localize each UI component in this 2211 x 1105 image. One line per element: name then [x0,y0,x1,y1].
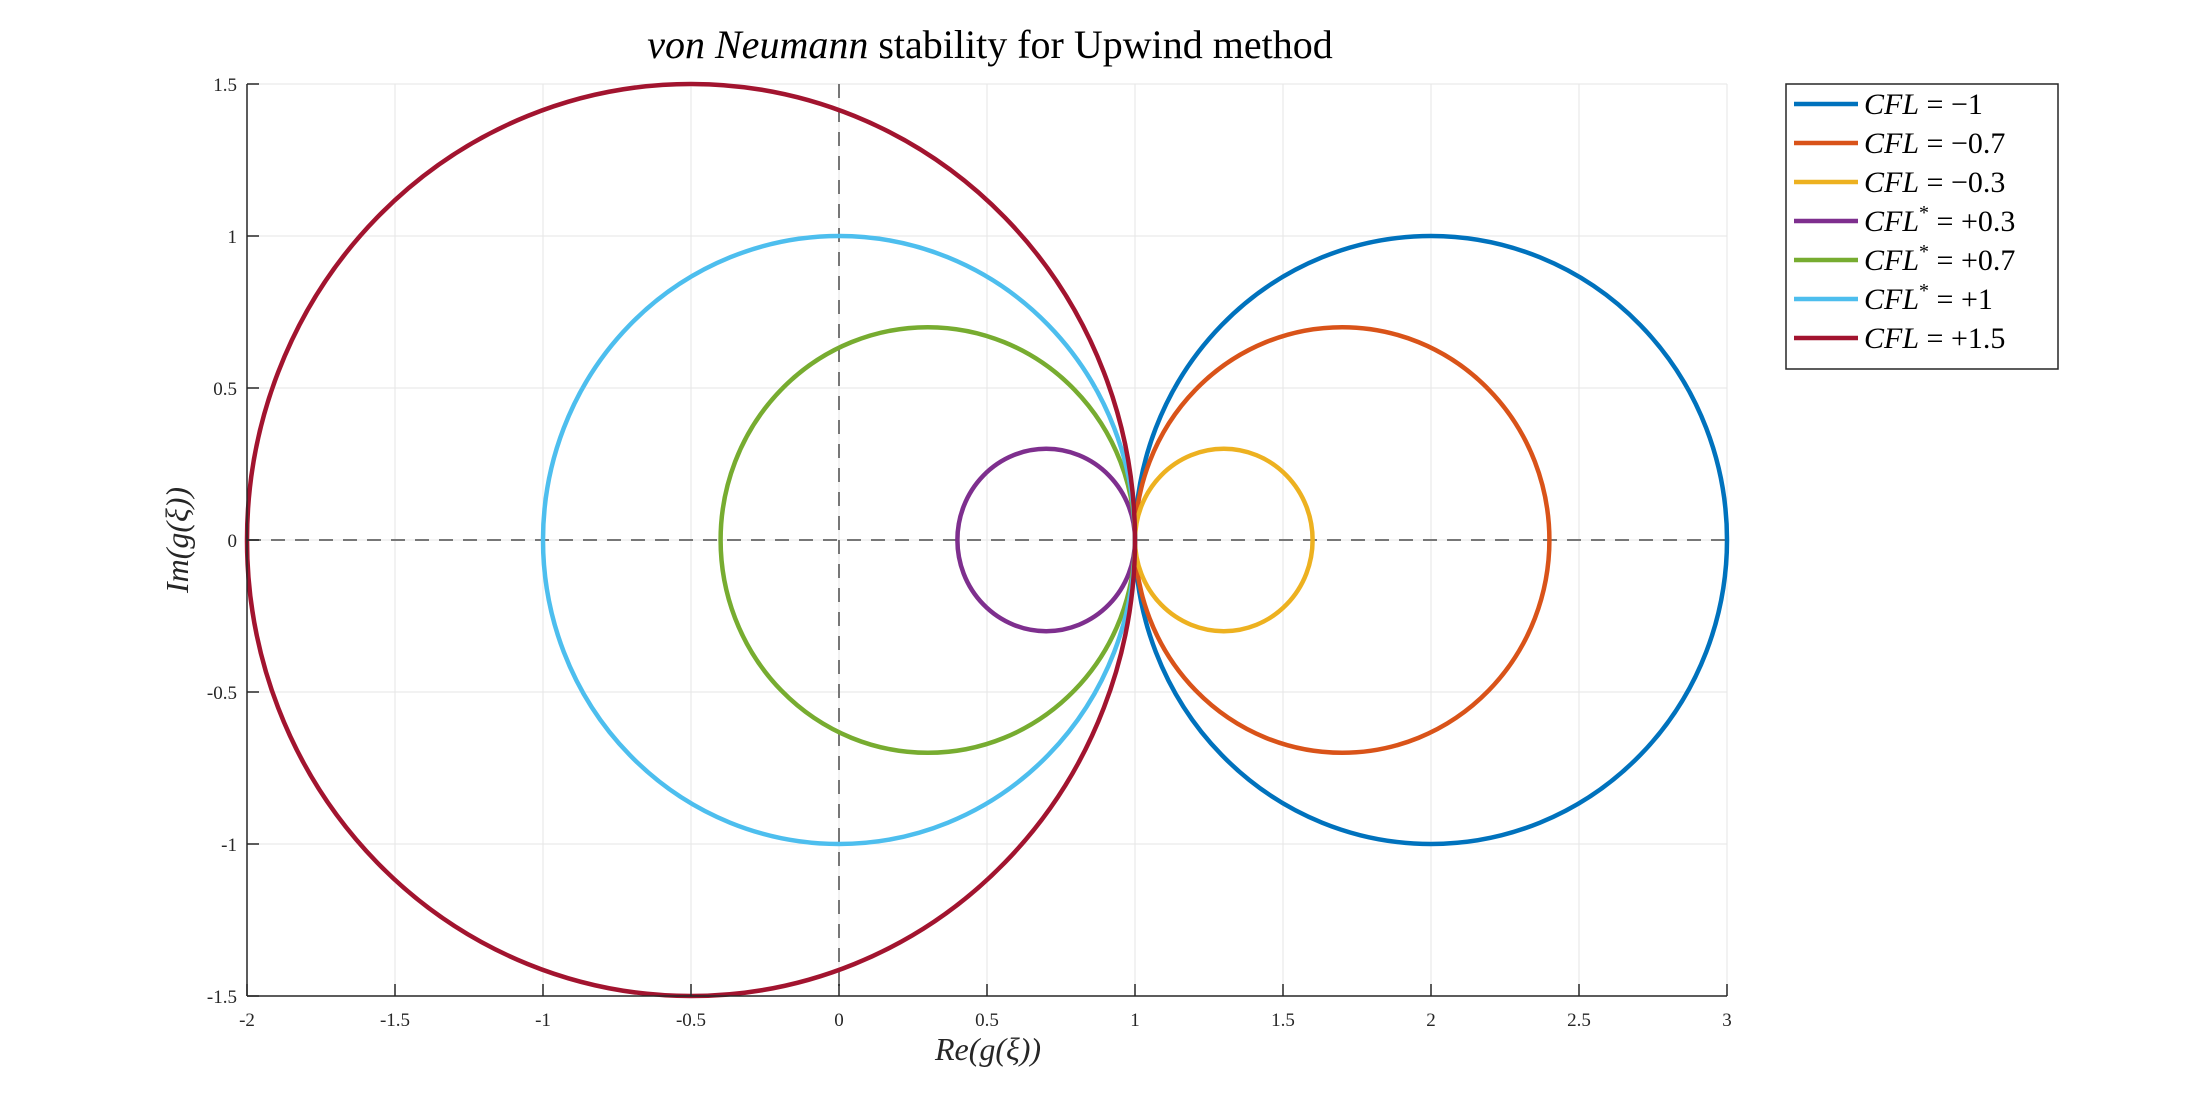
legend-entry-3: CFL = −0.3 [1864,166,2005,199]
legend-entry-2: CFL = −0.7 [1864,127,2005,160]
legend-entry-7: CFL = +1.5 [1864,322,2005,355]
plot-area: -2 -1.5 -1 -0.5 0 0.5 1 1.5 2 2.5 3 -1.5-1-0.500.5… [207,75,1732,1031]
axes [246,83,1728,997]
y-axis-label: Im(g(ξ)) [159,487,195,594]
y-tick-label: -1.5 [207,987,237,1008]
x-tick-label: -2 [239,1010,255,1031]
x-tick-label: -1 [535,1010,551,1031]
legend-entry-6: CFL* = +1 [1864,280,1993,316]
x-axis-label: Re(g(ξ)) [934,1031,1041,1067]
y-tick-label: 0 [228,531,238,552]
y-tick-label: 1.5 [213,75,237,96]
legend-entry-5: CFL* = +0.7 [1864,241,2015,277]
x-tick-label: 2.5 [1567,1010,1591,1031]
x-tick-label: 1.5 [1271,1010,1295,1031]
x-tick-label: 0 [834,1010,844,1031]
x-tick-label: -0.5 [676,1010,706,1031]
y-tick-label: 0.5 [213,379,237,400]
chart-title: von Neumann stability for Upwind method [647,22,1332,67]
legend-box [1785,83,2059,370]
x-tick-label: 2 [1426,1010,1436,1031]
y-tick-label: 1 [228,227,238,248]
y-tick-label: -0.5 [207,683,237,704]
x-tick-labels: -2 -1.5 -1 -0.5 0 0.5 1 1.5 2 2.5 3 [239,1010,1732,1031]
chart-title-italic: von Neumann [647,22,868,67]
x-tick-label: -1.5 [380,1010,410,1031]
legend-entry-4: CFL* = +0.3 [1864,202,2015,238]
legend-entry-1: CFL = −1 [1864,88,1983,121]
x-tick-label: 1 [1130,1010,1140,1031]
x-tick-label: 3 [1722,1010,1732,1031]
x-tick-label: 0.5 [975,1010,999,1031]
y-tick-label: -1 [221,835,237,856]
chart-title-rest: stability for Upwind method [868,22,1332,67]
y-tick-labels: -1.5 -1 -0.5 0 0.5 1 1.5 [207,75,237,1008]
